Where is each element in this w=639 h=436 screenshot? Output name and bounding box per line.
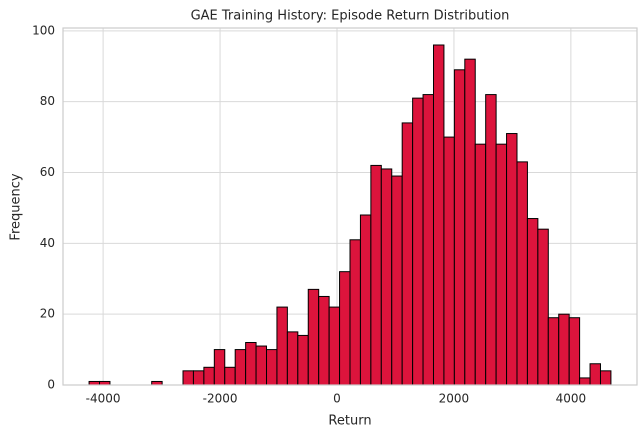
bar xyxy=(558,313,570,386)
y-tick-label: 40 xyxy=(40,236,55,250)
x-tick-label: 4000 xyxy=(556,392,587,406)
bar xyxy=(432,44,445,386)
bar xyxy=(526,218,539,386)
x-tick-label: -2000 xyxy=(203,392,238,406)
y-tick-label: 60 xyxy=(40,165,55,179)
bar xyxy=(568,317,581,386)
bar xyxy=(579,377,591,386)
bar xyxy=(589,363,601,386)
bar xyxy=(297,334,309,386)
bar xyxy=(370,164,382,386)
y-tick-label: 80 xyxy=(40,94,55,108)
bar xyxy=(245,342,257,386)
bar xyxy=(464,58,476,386)
bar xyxy=(307,288,320,386)
bar xyxy=(412,97,424,386)
bar xyxy=(506,133,518,386)
bar xyxy=(286,331,299,386)
x-tick-label: -4000 xyxy=(86,392,121,406)
bar xyxy=(547,317,560,386)
bar xyxy=(474,143,487,386)
x-tick-label: 2000 xyxy=(439,392,470,406)
bar xyxy=(453,69,466,386)
y-axis-label: Frequency xyxy=(9,173,24,240)
y-tick-label: 100 xyxy=(32,23,55,37)
bar xyxy=(349,239,361,386)
bar xyxy=(182,370,194,386)
plot-frame xyxy=(62,27,638,386)
bar xyxy=(339,271,351,386)
bar xyxy=(328,306,341,386)
bar xyxy=(380,168,393,386)
bar xyxy=(495,143,508,386)
bar xyxy=(485,94,497,386)
x-axis-label: Return xyxy=(328,414,371,429)
bar xyxy=(234,349,247,386)
bar xyxy=(318,295,330,386)
bar xyxy=(516,161,528,386)
bar xyxy=(255,345,268,386)
bar xyxy=(537,228,549,386)
bar xyxy=(443,136,455,386)
x-tick-label: 0 xyxy=(333,392,341,406)
bar xyxy=(359,214,372,386)
bar xyxy=(266,349,278,386)
bar xyxy=(276,306,288,386)
bar xyxy=(422,94,434,386)
bar xyxy=(213,349,226,386)
bar xyxy=(391,175,403,386)
bar xyxy=(192,370,205,386)
bar xyxy=(203,366,215,386)
bar xyxy=(224,366,236,386)
bar xyxy=(401,122,414,386)
y-tick-label: 0 xyxy=(47,378,55,392)
y-tick-label: 20 xyxy=(40,307,55,321)
chart-title: GAE Training History: Episode Return Dis… xyxy=(191,9,510,24)
bar xyxy=(599,370,612,386)
